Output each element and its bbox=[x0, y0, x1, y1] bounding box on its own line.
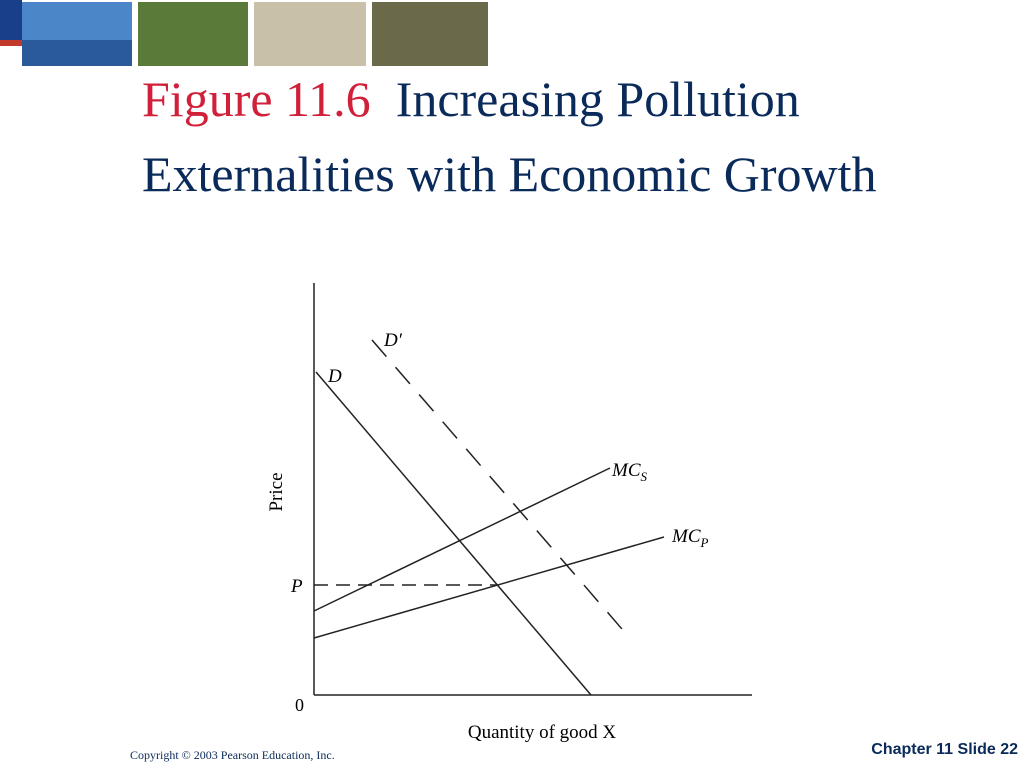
curve-label-main: MC bbox=[611, 460, 641, 481]
curve-label: MCP bbox=[671, 526, 709, 550]
curve-label: D bbox=[327, 366, 342, 387]
origin-label: 0 bbox=[295, 695, 304, 715]
photo bbox=[138, 2, 248, 66]
y-axis-label: Price bbox=[266, 472, 287, 511]
demand-curve-shifted bbox=[371, 339, 629, 637]
curve-label-sub: S bbox=[641, 469, 648, 484]
private-cost-curve bbox=[313, 536, 665, 639]
figure-number: Figure 11.6 bbox=[142, 71, 371, 127]
slide-title: Figure 11.6 Increasing Pollution Externa… bbox=[142, 62, 992, 212]
curve-label-main: MC bbox=[671, 526, 701, 547]
photo bbox=[22, 40, 132, 66]
title-text: Increasing Pollution Externalities with … bbox=[142, 71, 877, 202]
x-axis-label: Quantity of good X bbox=[468, 722, 617, 743]
photo bbox=[254, 2, 366, 66]
copyright: Copyright © 2003 Pearson Education, Inc. bbox=[130, 748, 335, 762]
curve-label: D′ bbox=[383, 330, 403, 351]
photo bbox=[372, 2, 488, 66]
price-label: P bbox=[290, 576, 303, 597]
banner-stripe bbox=[0, 40, 22, 46]
social-cost-curve bbox=[313, 467, 611, 612]
curve-label-sub: P bbox=[700, 535, 709, 550]
banner-stripe bbox=[0, 0, 22, 40]
demand-curve bbox=[315, 371, 592, 696]
curve-label: MCS bbox=[611, 460, 648, 484]
slide-number: Chapter 11 Slide 22 bbox=[871, 741, 1018, 758]
